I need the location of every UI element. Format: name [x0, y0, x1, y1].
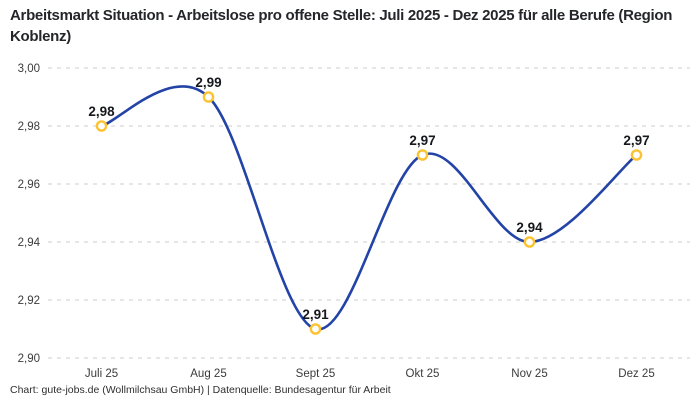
y-axis-tick-label: 2,92: [18, 295, 40, 307]
data-point-label: 2,98: [88, 104, 115, 119]
data-point-marker[interactable]: [95, 120, 108, 132]
data-point-label: 2,91: [302, 307, 329, 322]
data-point-label: 2,94: [516, 220, 543, 235]
data-point-label: 2,97: [623, 133, 649, 148]
data-point-marker[interactable]: [416, 149, 429, 161]
x-axis-tick-label: Dez 25: [618, 368, 654, 380]
series-line: [100, 85, 638, 331]
chart-attribution: Chart: gute-jobs.de (Wollmilchsau GmbH) …: [10, 384, 391, 396]
data-point-label: 2,99: [195, 75, 221, 90]
y-axis-tick-label: 2,90: [18, 353, 40, 365]
data-point-marker[interactable]: [309, 323, 322, 335]
x-axis-tick-label: Juli 25: [85, 368, 118, 380]
x-axis-tick-label: Sept 25: [296, 368, 336, 380]
chart-title: Arbeitsmarkt Situation - Arbeitslose pro…: [10, 7, 673, 45]
y-axis-tick-label: 3,00: [18, 63, 40, 75]
y-axis-tick-label: 2,94: [18, 237, 41, 249]
data-point-marker[interactable]: [202, 91, 215, 103]
x-axis-tick-label: Nov 25: [511, 368, 547, 380]
y-axis-tick-label: 2,96: [18, 179, 40, 191]
data-point-marker[interactable]: [630, 149, 643, 161]
data-point-label: 2,97: [409, 133, 435, 148]
data-point-marker[interactable]: [523, 236, 536, 248]
x-axis-tick-label: Aug 25: [190, 368, 226, 380]
x-axis-tick-label: Okt 25: [406, 368, 440, 380]
y-axis-tick-label: 2,98: [18, 121, 40, 133]
